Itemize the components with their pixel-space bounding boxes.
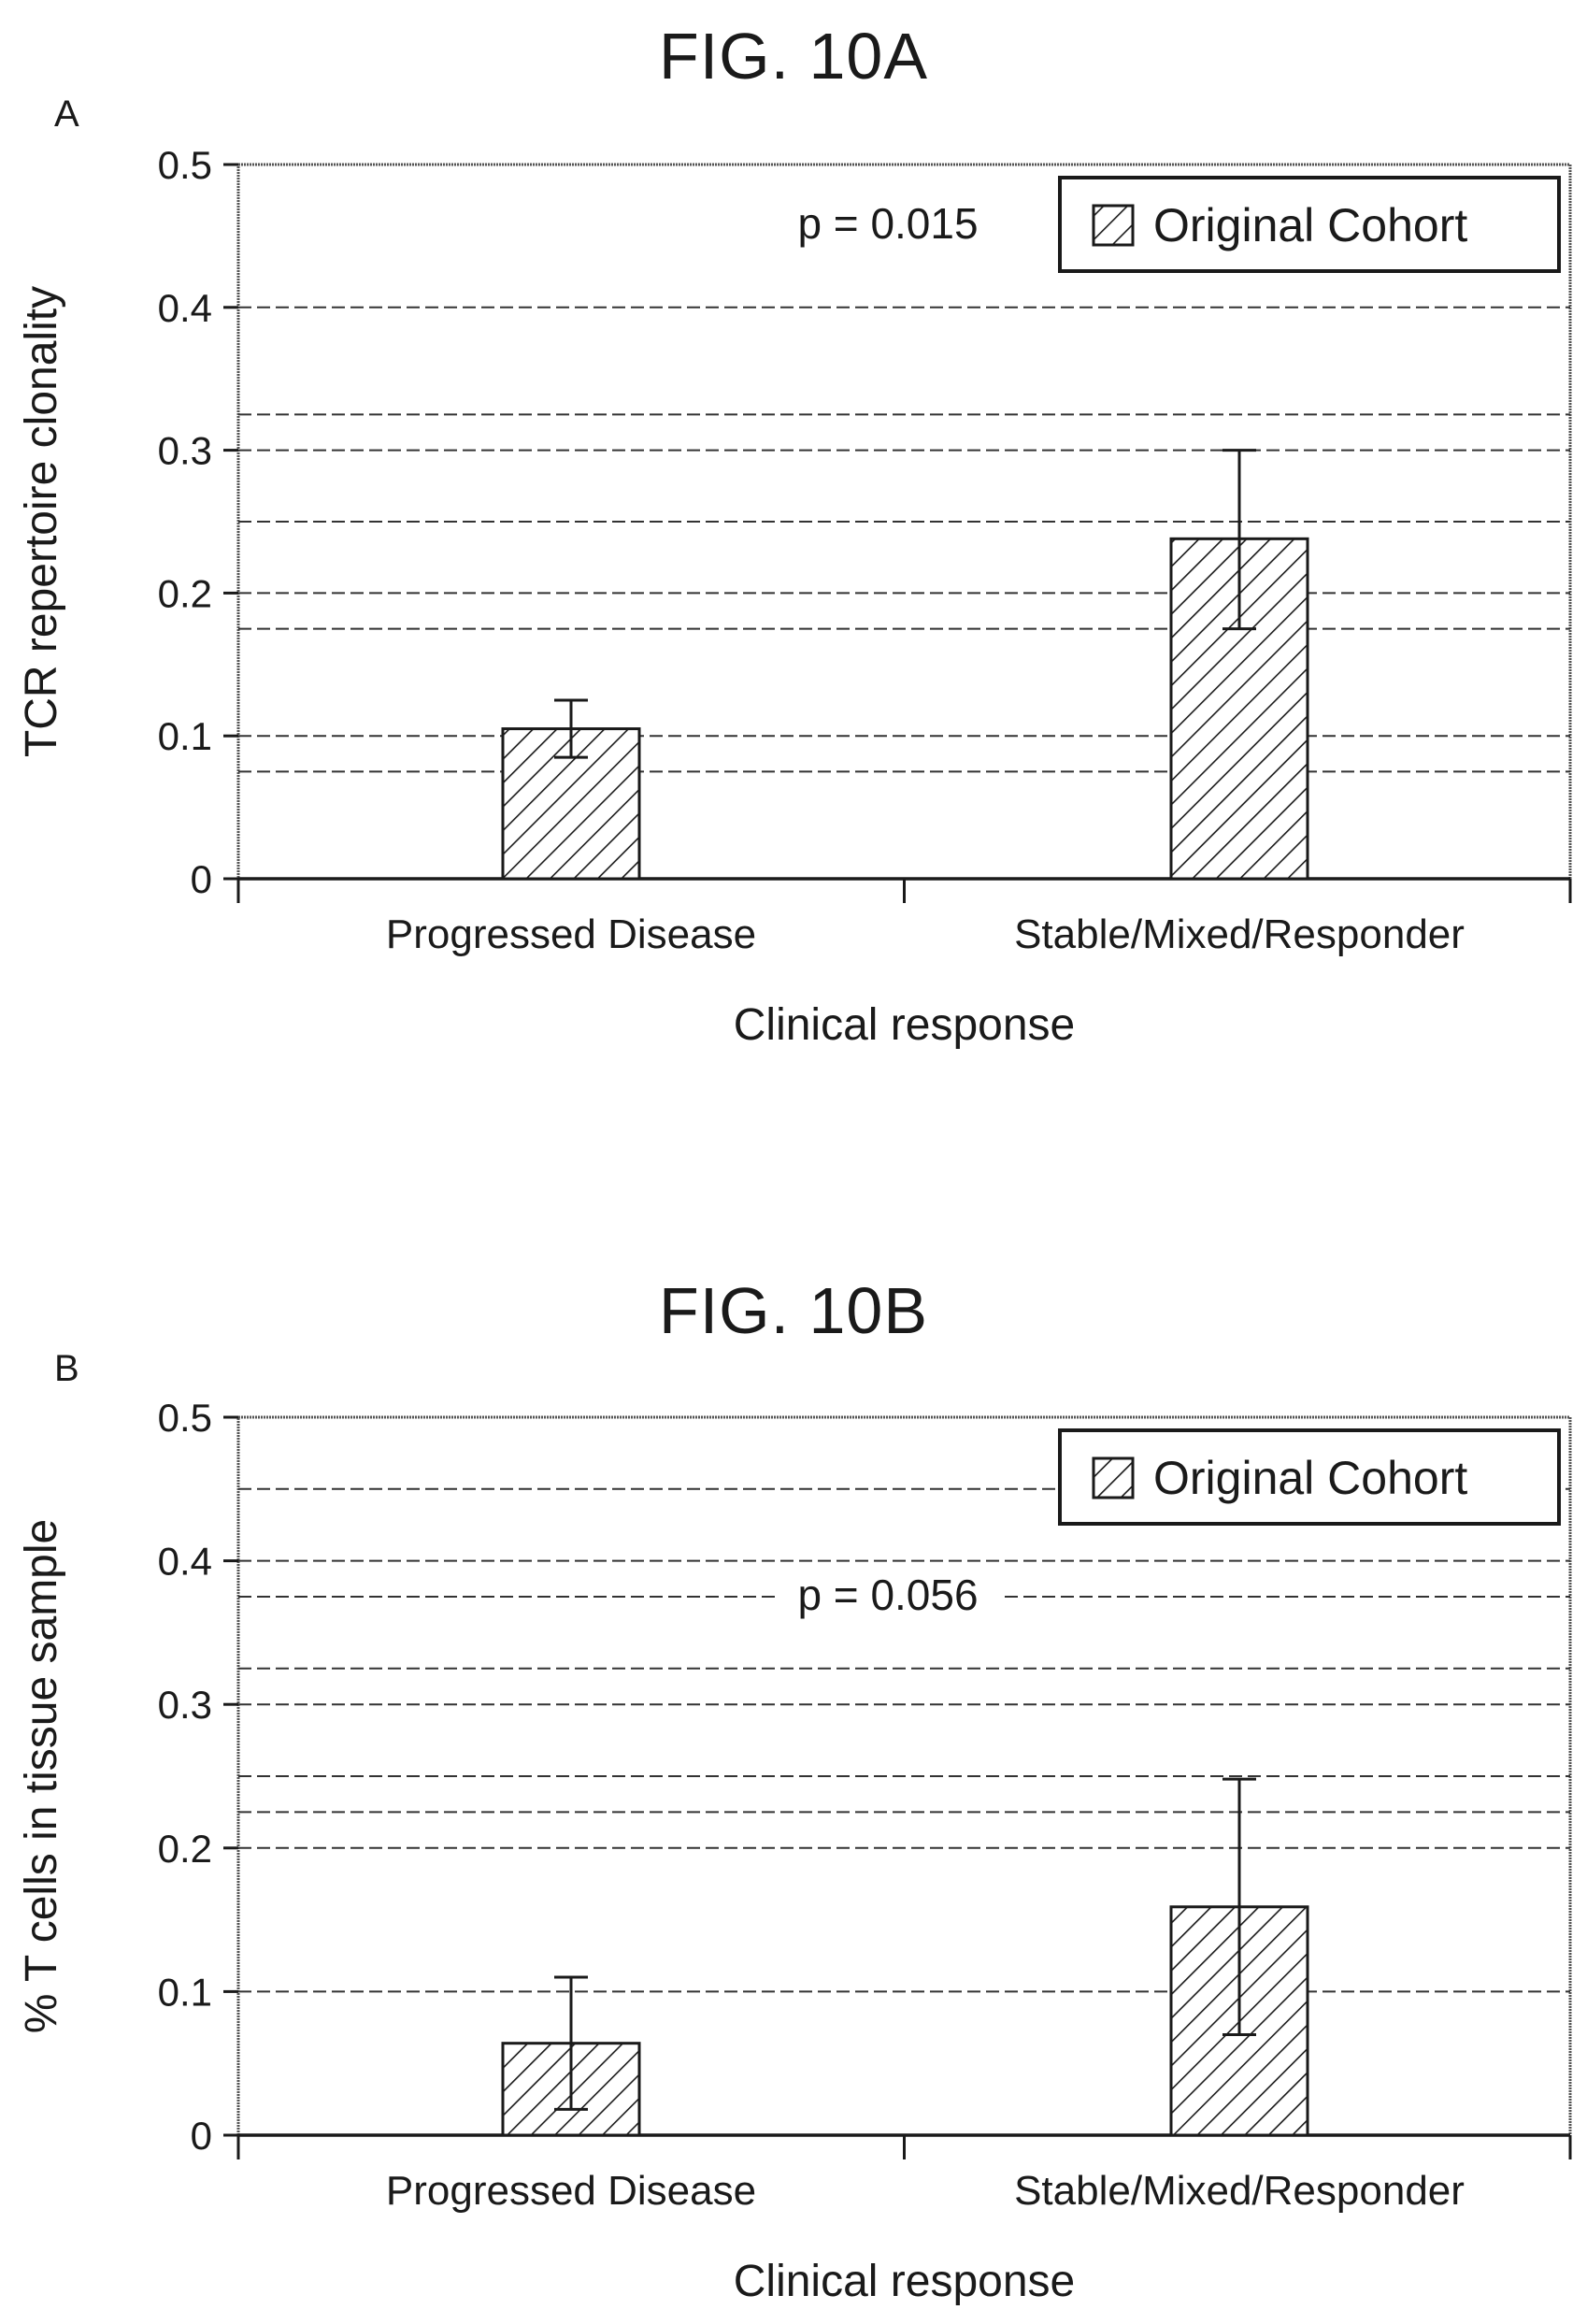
y-tick-label: 0.1 xyxy=(158,714,212,758)
legend-box xyxy=(1058,1428,1561,1526)
y-tick-label: 0 xyxy=(191,2114,212,2158)
p-value-bg xyxy=(776,199,1000,251)
legend-label: Original Cohort xyxy=(1153,1452,1467,1504)
y-tick-label: 0.3 xyxy=(158,429,212,473)
y-tick-label: 0.5 xyxy=(158,143,212,187)
x-category-label: Progressed Disease xyxy=(386,2168,756,2214)
x-category-label: Progressed Disease xyxy=(386,911,756,957)
y-tick-label: 0.2 xyxy=(158,1827,212,1871)
legend-box xyxy=(1058,176,1561,273)
figure-title-a: FIG. 10A xyxy=(658,20,929,93)
legend: Original Cohort xyxy=(1058,1428,1561,1526)
figure-title-b: FIG. 10B xyxy=(658,1274,929,1347)
x-category-label: Stable/Mixed/Responder xyxy=(1014,911,1465,957)
x-axis-title: Clinical response xyxy=(734,1000,1076,1050)
y-tick-label: 0.1 xyxy=(158,1970,212,2014)
p-value-group: p = 0.015 xyxy=(776,199,1000,251)
y-tick-label: 0 xyxy=(191,857,212,901)
legend-swatch xyxy=(1092,1456,1135,1499)
y-axis-title: % T cells in tissue sample xyxy=(17,1519,66,2033)
x-axis-title: Clinical response xyxy=(734,2257,1076,2306)
y-tick-label: 0.5 xyxy=(158,1396,212,1440)
p-value-bg xyxy=(776,1571,1000,1623)
p-value-label: p = 0.015 xyxy=(797,199,978,248)
y-tick-label: 0.4 xyxy=(158,1540,212,1584)
legend-swatch xyxy=(1092,204,1135,247)
x-category-label: Stable/Mixed/Responder xyxy=(1014,2168,1465,2214)
legend: Original Cohort xyxy=(1058,176,1561,273)
y-tick-label: 0.4 xyxy=(158,286,212,330)
panel-letter-a: A xyxy=(54,93,79,135)
p-value-label: p = 0.056 xyxy=(797,1571,978,1619)
y-tick-label: 0.2 xyxy=(158,571,212,615)
p-value-group: p = 0.056 xyxy=(776,1571,1000,1623)
chart-a: 0 0.1 0.2 0.3 0.4 0.5 Progressed Disease Stable… xyxy=(17,143,1572,1050)
legend-label: Original Cohort xyxy=(1153,199,1467,251)
y-tick-label: 0.3 xyxy=(158,1683,212,1727)
panel-letter-b: B xyxy=(54,1348,79,1389)
y-axis-title: TCR repertoire clonality xyxy=(17,286,66,757)
